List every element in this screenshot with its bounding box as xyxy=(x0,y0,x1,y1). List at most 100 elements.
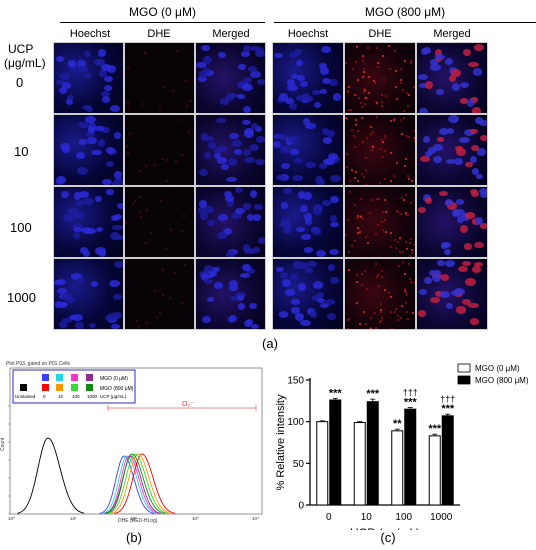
nucleus xyxy=(463,128,475,136)
nucleus xyxy=(205,205,214,213)
dhe-signal xyxy=(363,68,366,71)
dhe-signal xyxy=(408,178,411,181)
nucleus xyxy=(332,93,341,101)
nucleus xyxy=(423,135,431,143)
nucleus xyxy=(290,306,301,315)
nucleus xyxy=(95,247,106,256)
panel-c-label: (c) xyxy=(380,530,396,545)
dhe-signal xyxy=(360,172,363,175)
nucleus xyxy=(249,70,261,78)
dhe-signal xyxy=(401,196,404,199)
nucleus xyxy=(436,136,445,143)
nucleus xyxy=(100,90,110,97)
nucleus xyxy=(282,187,292,195)
nucleus xyxy=(78,139,88,145)
nucleus xyxy=(434,48,442,57)
nucleus xyxy=(56,287,67,294)
nucleus xyxy=(330,221,339,228)
nucleus xyxy=(59,143,70,151)
dhe-signal xyxy=(382,229,385,232)
svg-text:10⁰: 10⁰ xyxy=(8,516,15,521)
dhe-signal xyxy=(365,235,367,238)
dhe-signal xyxy=(391,328,394,329)
nucleus xyxy=(479,134,487,142)
nucleus xyxy=(471,265,482,273)
nucleus xyxy=(446,128,455,135)
dhe-signal xyxy=(375,326,378,329)
nucleus xyxy=(305,122,316,130)
dhe-signal xyxy=(164,248,167,251)
group-right-header: MGO (800 μM) xyxy=(364,5,446,19)
bar-mgo0-ucp1000 xyxy=(428,435,441,506)
dhe-signal xyxy=(383,149,386,152)
nucleus xyxy=(296,226,305,232)
nucleus xyxy=(304,218,313,226)
dhe-signal xyxy=(414,287,415,290)
nucleus xyxy=(250,324,259,329)
dhe-signal xyxy=(126,101,129,104)
nucleus xyxy=(99,70,108,77)
nucleus xyxy=(454,145,464,152)
dhe-signal xyxy=(405,135,408,137)
dhe-signal xyxy=(181,153,184,156)
dhe-signal xyxy=(154,289,157,292)
nucleus xyxy=(274,52,284,59)
nucleus xyxy=(303,213,313,221)
nucleus xyxy=(228,284,239,291)
nucleus xyxy=(77,59,86,68)
dhe-signal xyxy=(346,152,349,155)
nucleus xyxy=(237,93,246,100)
dhe-signal xyxy=(394,307,397,310)
nucleus xyxy=(61,317,72,324)
nucleus xyxy=(113,260,123,268)
nucleus xyxy=(467,302,479,308)
nucleus xyxy=(229,132,240,139)
dhe-signal xyxy=(364,270,367,273)
nucleus xyxy=(324,298,335,305)
dhe-signal xyxy=(346,118,349,121)
nucleus xyxy=(216,156,228,164)
dhe-signal xyxy=(382,155,385,158)
nucleus xyxy=(299,319,311,327)
svg-text:10¹: 10¹ xyxy=(70,516,77,521)
dhe-signal xyxy=(127,67,130,70)
dhe-signal xyxy=(174,272,177,275)
dhe-signal xyxy=(403,109,406,112)
nucleus xyxy=(465,277,476,286)
nucleus xyxy=(434,54,445,61)
nucleus xyxy=(471,167,480,176)
dhe-signal xyxy=(346,319,349,322)
curve-mgo0-ucp1000 xyxy=(106,455,162,514)
dhe-signal xyxy=(363,96,366,99)
dhe-signal xyxy=(411,179,414,182)
nucleus xyxy=(97,139,105,147)
dhe-signal xyxy=(166,180,169,183)
dhe-signal xyxy=(346,89,349,92)
nucleus xyxy=(306,261,318,267)
nucleus xyxy=(466,99,475,107)
dhe-signal xyxy=(387,44,390,47)
nucleus xyxy=(202,56,213,65)
micrograph-mgo0-hoechst-ucp0 xyxy=(53,42,124,114)
legend-swatches xyxy=(20,374,93,391)
dhe-signal xyxy=(185,105,188,108)
nucleus xyxy=(288,136,299,143)
nucleus xyxy=(207,219,216,227)
dhe-signal xyxy=(150,231,153,234)
nucleus xyxy=(291,299,300,306)
nucleus xyxy=(319,162,327,169)
nucleus xyxy=(204,279,214,285)
nucleus xyxy=(322,128,330,135)
legend-swatch-1 xyxy=(457,375,471,385)
nucleus xyxy=(54,279,62,286)
legend-swatch-mgo800-0 xyxy=(42,384,49,391)
flow-histogram: Plot P03, gated on P01.Cells Count 10⁰ 10… xyxy=(0,361,263,524)
dhe-signal xyxy=(377,273,380,276)
nucleus xyxy=(429,296,441,304)
nucleus xyxy=(94,125,105,132)
dhe-signal xyxy=(359,215,362,218)
dhe-signal xyxy=(132,203,135,206)
dhe-signal xyxy=(412,312,415,315)
nucleus xyxy=(473,43,485,52)
dhe-signal xyxy=(144,51,147,54)
